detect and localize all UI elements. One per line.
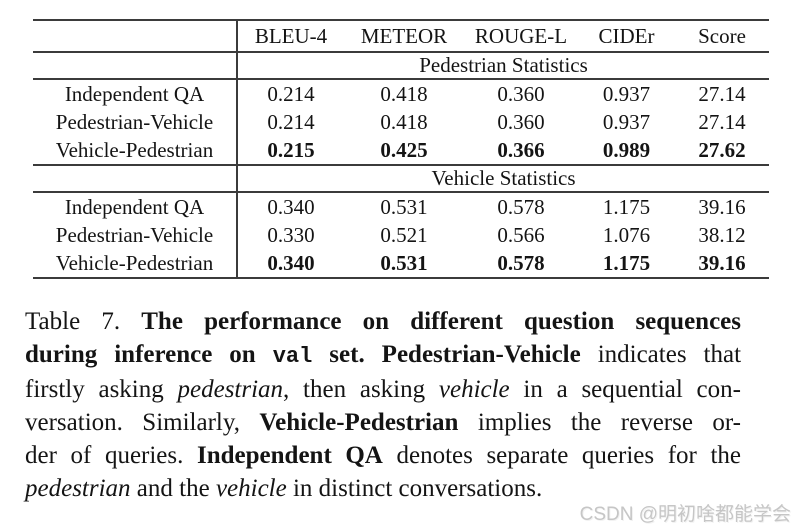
caption-text: firstly asking	[25, 376, 178, 403]
metric-value: 1.175	[602, 194, 651, 219]
metric-value: 0.215	[267, 137, 315, 162]
section-label-spacer	[33, 164, 238, 193]
caption-emphasis: pedestrian	[177, 376, 284, 403]
metric-value: 0.330	[267, 222, 315, 247]
metric-value: 0.418	[380, 81, 428, 106]
caption-emphasis: val	[272, 344, 313, 369]
row-label: Independent QA	[33, 79, 238, 108]
section-label-spacer	[33, 51, 238, 80]
metric-value: 0.937	[602, 81, 651, 106]
caption-emphasis: vehicle	[438, 376, 510, 403]
caption-text: der of queries.	[25, 442, 197, 469]
metric-value: 0.531	[380, 250, 428, 275]
table-row: Pedestrian-Vehicle 0.330 0.521 0.566 1.076 38…	[33, 221, 769, 249]
section-title: Pedestrian Statistics	[237, 51, 769, 80]
metric-value: 0.989	[602, 137, 651, 162]
row-label: Vehicle-Pedestrian	[33, 136, 238, 165]
metric-value: 0.937	[602, 109, 651, 134]
column-header-score: Score	[675, 20, 769, 53]
metric-value: 0.214	[267, 109, 315, 134]
caption-emphasis: Independent QA	[197, 442, 383, 469]
metric-value: 39.16	[698, 194, 746, 219]
metric-value: 0.360	[497, 81, 545, 106]
table-row: Independent QA 0.214 0.418 0.360 0.937 27.14	[33, 79, 769, 108]
metric-value: 0.521	[380, 222, 428, 247]
section-row: Vehicle Statistics	[33, 164, 769, 193]
caption-text: indicates that	[580, 341, 742, 368]
metric-value: 0.418	[380, 109, 428, 134]
metric-value: 38.12	[698, 222, 746, 247]
caption-text: in a sequential con-	[509, 376, 741, 403]
table-row: Vehicle-Pedestrian 0.215 0.425 0.366 0.989 27…	[33, 136, 769, 165]
metric-value: 0.531	[380, 194, 428, 219]
caption-text: Table 7.	[25, 308, 142, 335]
row-label: Independent QA	[33, 192, 238, 221]
caption-emphasis: vehicle	[215, 475, 287, 502]
table-row: Vehicle-Pedestrian 0.340 0.531 0.578 1.175 39…	[33, 249, 769, 278]
results-tbody: Pedestrian Statistics Independent QA 0.214…	[33, 51, 769, 278]
caption-text: , then asking	[283, 376, 439, 403]
caption-line: pedestrian and the vehicle in distinct c…	[25, 472, 741, 505]
caption-text: denotes separate queries for the	[382, 442, 742, 469]
column-header-cider: CIDEr	[578, 20, 675, 53]
section-row: Pedestrian Statistics	[33, 51, 769, 80]
watermark: CSDN @明初啥都能学会	[579, 504, 791, 525]
row-label: Pedestrian-Vehicle	[33, 108, 238, 136]
metric-value: 0.578	[497, 194, 545, 219]
table-caption: Table 7. The performance on different qu…	[25, 305, 741, 505]
metric-value: 27.62	[698, 137, 746, 162]
caption-emphasis: during inference on	[25, 341, 273, 368]
column-header-rougel: ROUGE-L	[464, 20, 578, 53]
metric-value: 0.340	[267, 194, 315, 219]
column-header-meteor: METEOR	[344, 20, 464, 53]
metric-value: 27.14	[698, 81, 746, 106]
column-header-bleu4: BLEU-4	[237, 20, 344, 53]
section-title: Vehicle Statistics	[237, 164, 769, 193]
caption-line: versation. Similarly, Vehicle-Pedestrian…	[25, 406, 741, 439]
caption-text: versation. Similarly,	[25, 409, 260, 436]
caption-emphasis: Vehicle-Pedestrian	[259, 409, 459, 436]
table-row: Pedestrian-Vehicle 0.214 0.418 0.360 0.937 27…	[33, 108, 769, 136]
row-label: Pedestrian-Vehicle	[33, 221, 238, 249]
caption-line: firstly asking pedestrian, then asking v…	[25, 373, 741, 406]
metric-value: 0.214	[267, 81, 315, 106]
metric-value: 0.340	[267, 250, 315, 275]
header-empty-cell	[33, 20, 238, 53]
metric-value: 0.360	[497, 109, 545, 134]
metric-value: 0.425	[380, 137, 428, 162]
results-table: BLEU-4 METEOR ROUGE-L CIDEr Score Pedest…	[33, 19, 769, 279]
metric-value: 0.566	[497, 222, 545, 247]
caption-emphasis: set.	[312, 341, 382, 368]
caption-line: der of queries. Independent QA denotes s…	[25, 439, 741, 472]
row-label: Vehicle-Pedestrian	[33, 249, 238, 278]
metric-value: 27.14	[698, 109, 746, 134]
metric-value: 1.175	[602, 250, 651, 275]
header-row: BLEU-4 METEOR ROUGE-L CIDEr Score	[33, 20, 769, 53]
caption-line: Table 7. The performance on different qu…	[25, 305, 741, 338]
metric-value: 0.366	[497, 137, 545, 162]
caption-line: during inference on val set. Pedestrian-…	[25, 338, 741, 373]
metric-value: 0.578	[497, 250, 545, 275]
caption-emphasis: The performance on different question se…	[141, 308, 741, 335]
caption-emphasis: Pedestrian-Vehicle	[381, 341, 581, 368]
table-row: Independent QA 0.340 0.531 0.578 1.175 39.16	[33, 192, 769, 221]
caption-text: implies the reverse or-	[458, 409, 741, 436]
caption-text: in distinct conversations.	[286, 475, 543, 502]
metric-value: 1.076	[602, 222, 651, 247]
caption-text: and the	[130, 475, 216, 502]
caption-emphasis: pedestrian	[25, 475, 131, 502]
metric-value: 39.16	[698, 250, 746, 275]
